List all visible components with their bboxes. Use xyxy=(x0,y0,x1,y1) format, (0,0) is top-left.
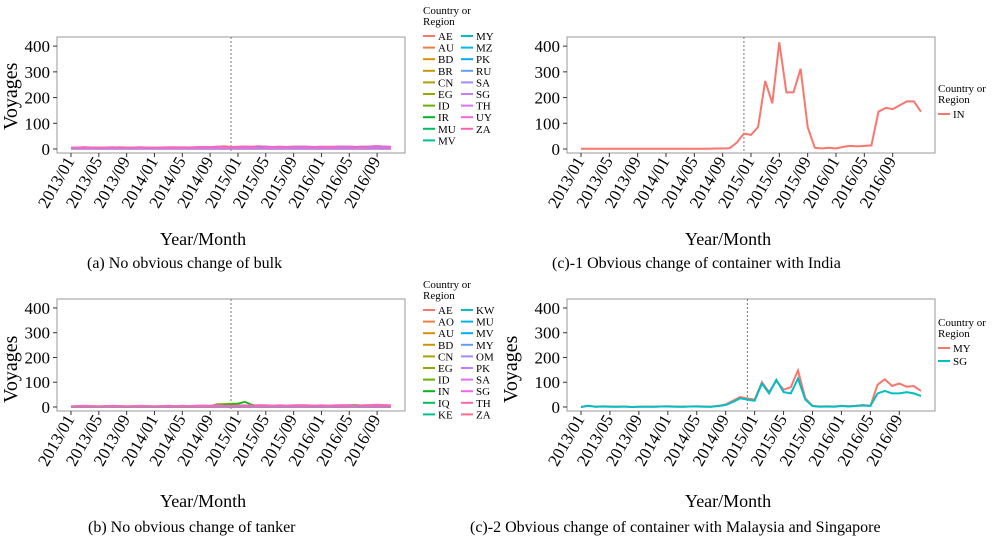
legend-label-ae: AE xyxy=(438,31,453,43)
y-tick-label: 100 xyxy=(535,114,561,133)
y-tick-label: 200 xyxy=(535,89,561,108)
legend-label-cn: CN xyxy=(438,77,453,89)
chart-bulk: 01002003004002013/012013/052013/092014/0… xyxy=(25,5,494,211)
legend-label-sg: SG xyxy=(476,89,490,101)
legend-label-mu: MU xyxy=(476,317,494,329)
y-tick-label: 200 xyxy=(25,89,51,108)
legend-title: Region xyxy=(938,94,970,106)
legend-label-th: TH xyxy=(476,101,491,113)
y-tick-label: 400 xyxy=(25,37,51,56)
x-axis-label: Year/Month xyxy=(160,229,247,249)
y-tick-label: 100 xyxy=(535,373,561,392)
y-tick-label: 0 xyxy=(42,398,51,417)
legend-label-mu: MU xyxy=(438,124,456,136)
legend-label-sg: SG xyxy=(476,386,490,398)
y-tick-label: 400 xyxy=(535,299,561,318)
y-tick-label: 0 xyxy=(42,140,51,159)
legend-label-ru: RU xyxy=(476,66,491,78)
y-tick-label: 0 xyxy=(552,398,561,417)
y-tick-label: 300 xyxy=(25,63,51,82)
legend-label-iq: IQ xyxy=(438,398,450,410)
legend-label-my: MY xyxy=(476,31,494,43)
legend-label-sg: SG xyxy=(953,356,967,368)
panel-malaysia-singapore: Voyages 0 100 200 300 400 2013/01 2013/05 2013/… xyxy=(470,278,1000,555)
legend-label-th: TH xyxy=(476,398,491,410)
x-axis-label: Year/Month xyxy=(685,229,772,249)
legend-label-ao: AO xyxy=(438,317,454,329)
x-axis-label: Year/Month xyxy=(160,491,247,511)
series-line-za xyxy=(70,145,392,149)
series-line-in xyxy=(581,42,922,150)
legend-title: Country or xyxy=(938,83,986,95)
legend-label-eg: EG xyxy=(438,363,453,375)
legend-label-sa: SA xyxy=(476,375,490,387)
legend-title: Country or xyxy=(423,5,471,17)
legend-label-my: MY xyxy=(953,343,971,355)
legend-label-eg: EG xyxy=(438,89,453,101)
chart-malaysia-singapore: 01002003004002013/012013/052013/092014/0… xyxy=(535,298,986,469)
legend-label-om: OM xyxy=(476,351,494,363)
y-tick-label: 100 xyxy=(25,373,51,392)
series-line-sg xyxy=(580,375,922,409)
legend-label-id: ID xyxy=(438,101,450,113)
legend-label-in: IN xyxy=(438,386,450,398)
series-line-za xyxy=(70,404,392,408)
y-tick-label: 300 xyxy=(535,63,561,82)
panel-india: 0 100 200 300 400 2013/01 2013/05 2013/09 2014/0… xyxy=(500,0,1000,278)
legend-label-bd: BD xyxy=(438,340,453,352)
legend-label-au: AU xyxy=(438,43,454,55)
legend-label-my: MY xyxy=(476,340,494,352)
panel-bulk: Voyages 0 100 200 300 400 2013/01 2013/05 2013/… xyxy=(0,0,500,278)
caption-bulk: (a) No obvious change of bulk xyxy=(87,255,283,272)
chart-tanker: 01002003004002013/012013/052013/092014/0… xyxy=(25,279,495,469)
legend-label-au: AU xyxy=(438,328,454,340)
plot-area xyxy=(566,298,936,412)
y-tick-label: 0 xyxy=(552,140,561,159)
legend-label-za: ZA xyxy=(476,409,491,421)
x-axis-label: Year/Month xyxy=(685,491,772,511)
caption-tanker: (b) No obvious change of tanker xyxy=(88,519,296,536)
legend-label-br: BR xyxy=(438,66,453,78)
legend-label-in: IN xyxy=(953,109,965,121)
panel-tanker: Voyages 0 100 200 300 400 2013/01 2013/05 2013/… xyxy=(0,278,500,555)
y-tick-label: 300 xyxy=(535,324,561,343)
legend-label-ke: KE xyxy=(438,409,453,421)
legend-label-mv: MV xyxy=(438,135,456,147)
y-tick-label: 200 xyxy=(535,348,561,367)
legend-title: Region xyxy=(423,16,455,28)
legend-label-ir: IR xyxy=(438,112,450,124)
y-tick-label: 200 xyxy=(25,348,51,367)
legend-label-ae: AE xyxy=(438,305,453,317)
y-tick-label: 100 xyxy=(25,114,51,133)
legend-label-za: ZA xyxy=(476,124,491,136)
legend-label-pk: PK xyxy=(476,363,490,375)
legend-label-mz: MZ xyxy=(476,43,493,55)
y-tick-label: 300 xyxy=(25,324,51,343)
y-tick-label: 400 xyxy=(535,37,561,56)
legend-title: Region xyxy=(423,290,455,302)
legend-label-kw: KW xyxy=(476,305,495,317)
legend-label-uy: UY xyxy=(476,112,492,124)
legend-title: Country or xyxy=(938,317,986,329)
caption-india: (c)-1 Obvious change of container with I… xyxy=(552,255,841,272)
legend-label-pk: PK xyxy=(476,54,490,66)
y-tick-label: 400 xyxy=(25,299,51,318)
legend-label-mv: MV xyxy=(476,328,494,340)
legend-label-sa: SA xyxy=(476,77,490,89)
legend-label-id: ID xyxy=(438,375,450,387)
legend-title: Country or xyxy=(423,279,471,291)
legend-label-cn: CN xyxy=(438,351,453,363)
legend-title: Region xyxy=(938,328,970,340)
legend-label-bd: BD xyxy=(438,54,453,66)
chart-india: 01002003004002013/012013/052013/092014/0… xyxy=(535,36,986,211)
caption-malaysia-singapore: (c)-2 Obvious change of container with M… xyxy=(470,519,881,536)
